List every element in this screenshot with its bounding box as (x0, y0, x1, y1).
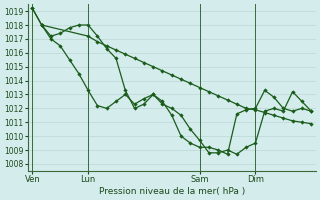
X-axis label: Pression niveau de la mer( hPa ): Pression niveau de la mer( hPa ) (99, 187, 245, 196)
